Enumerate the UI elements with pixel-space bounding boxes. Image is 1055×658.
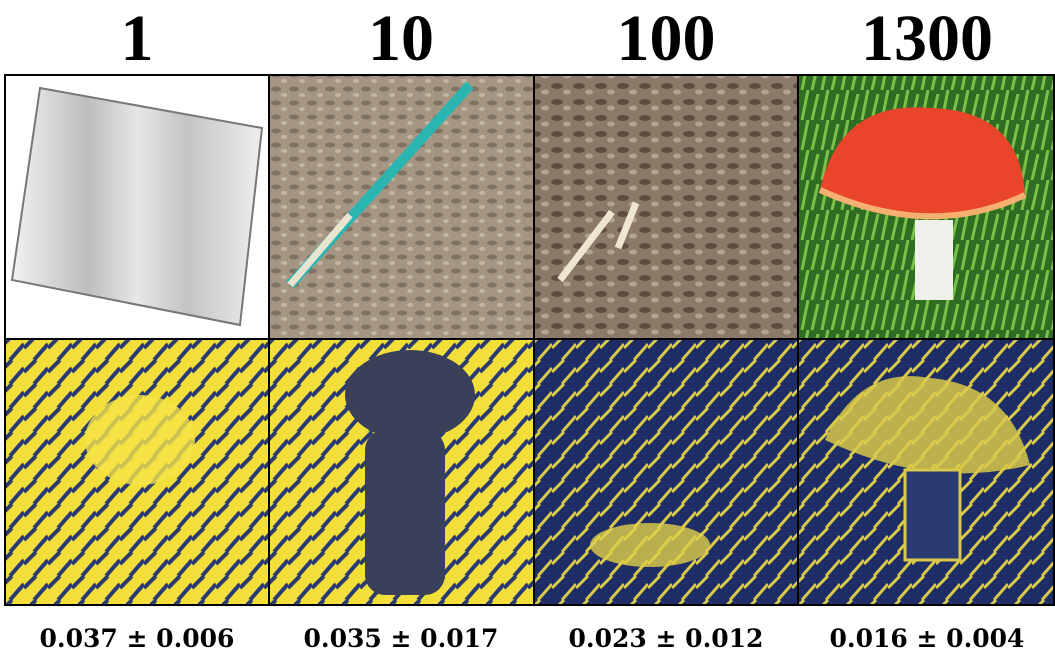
image-row xyxy=(5,340,1055,605)
column-header: 1 xyxy=(121,2,154,75)
image-row xyxy=(5,75,1055,338)
column-header: 1300 xyxy=(861,2,993,75)
caption: 0.023 ± 0.012 xyxy=(569,624,764,653)
figure: 1 10 100 1300 0.037 ± 0.006 0.035 ± 0.01… xyxy=(0,0,1055,658)
caption: 0.035 ± 0.017 xyxy=(304,624,499,653)
column-header: 100 xyxy=(617,2,716,75)
column-header: 10 xyxy=(368,2,434,75)
caption: 0.037 ± 0.006 xyxy=(40,624,235,653)
caption: 0.016 ± 0.004 xyxy=(830,624,1025,653)
